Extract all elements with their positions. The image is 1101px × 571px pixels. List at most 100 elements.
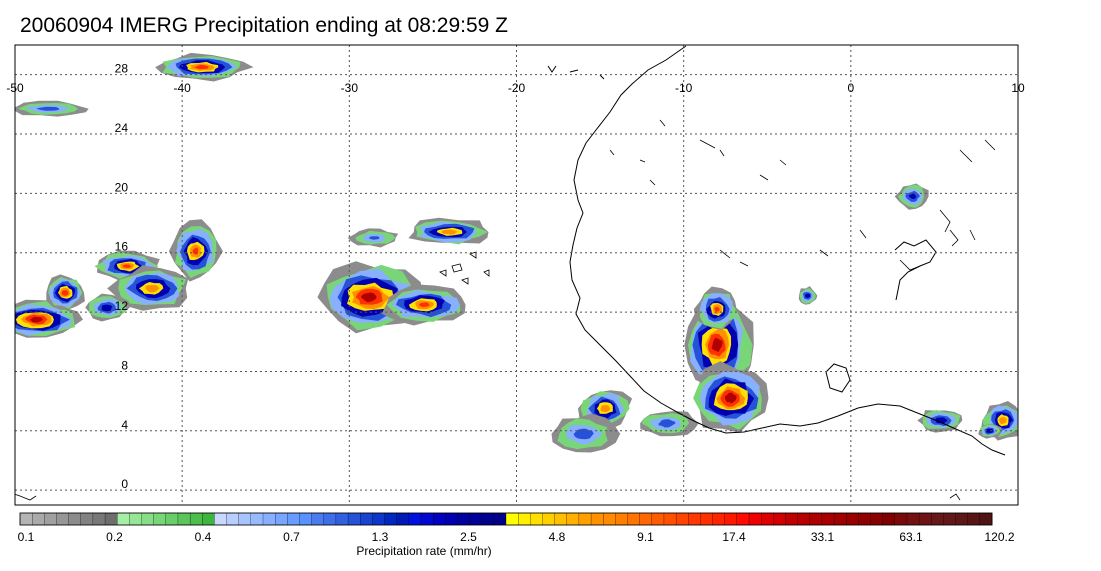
colorbar-cell xyxy=(311,512,325,526)
rain-rate-contour xyxy=(714,306,720,312)
lat-label: 12 xyxy=(115,299,129,313)
rain-rate-contour xyxy=(369,236,380,240)
latitude-labels: 28 24 20 16 12 8 4 0 xyxy=(115,62,129,491)
rain-rate-contour xyxy=(101,304,113,312)
colorbar-cell xyxy=(287,512,300,526)
west-africa-coastline xyxy=(569,45,1006,456)
colorbar-cell xyxy=(566,512,580,526)
colorbar-cell xyxy=(92,512,106,526)
rain-rate-contour xyxy=(360,292,377,303)
colorbar-cell xyxy=(858,512,871,526)
colorbar-cell xyxy=(906,512,920,526)
colorbar-cell xyxy=(833,512,847,526)
colorbar-cell xyxy=(141,512,155,526)
rain-rate-contour xyxy=(600,405,611,413)
river-outline xyxy=(894,239,937,301)
colorbar-cell xyxy=(505,512,519,526)
colorbar-cell xyxy=(882,512,896,526)
colorbar-cell xyxy=(153,512,167,526)
precipitation-cell xyxy=(155,52,254,82)
colorbar-cell xyxy=(469,512,483,526)
colorbar-cell xyxy=(894,512,908,526)
colorbar-cell xyxy=(396,512,410,526)
precipitation-cell xyxy=(408,217,489,245)
rain-rate-contour xyxy=(934,417,948,424)
colorbar-cell xyxy=(846,512,859,526)
lat-label: 4 xyxy=(121,418,128,432)
rain-rate-contour xyxy=(998,416,1007,425)
colorbar-cell xyxy=(360,512,373,526)
colorbar-cell xyxy=(32,512,45,526)
precipitation-cell xyxy=(798,286,818,305)
colorbar-cell xyxy=(19,512,33,526)
colorbar-cell xyxy=(761,512,774,526)
colorbar-cell xyxy=(955,512,969,526)
rain-rate-contour xyxy=(658,419,676,428)
colorbar-cell xyxy=(943,512,957,526)
colorbar-cell xyxy=(870,512,884,526)
colorbar-cell xyxy=(44,512,57,526)
colorbar-title: Precipitation rate (mm/hr) xyxy=(356,544,491,558)
colorbar-cell xyxy=(554,512,568,526)
colorbar-tick-label: 2.5 xyxy=(460,530,477,544)
colorbar-cell xyxy=(663,512,677,526)
colorbar-cell xyxy=(700,512,714,526)
colorbar-cell xyxy=(80,512,94,526)
colorbar-cell xyxy=(603,512,616,526)
colorbar-cell xyxy=(712,512,726,526)
map-title: 20060904 IMERG Precipitation ending at 0… xyxy=(20,14,508,37)
rain-rate-contour xyxy=(122,264,132,268)
colorbar-cell xyxy=(979,512,993,526)
colorbar-frame xyxy=(19,512,993,526)
colorbar-cell xyxy=(809,512,823,526)
coastline-north-segment xyxy=(547,65,605,80)
colorbar-cell xyxy=(189,512,203,526)
colorbar-cell xyxy=(384,512,398,526)
colorbar-cell xyxy=(432,512,446,526)
colorbar-cell xyxy=(785,512,799,526)
rain-rate-contour xyxy=(419,302,430,307)
colorbar-cell xyxy=(578,512,592,526)
colorbar-cell xyxy=(724,512,738,526)
colorbar-cell xyxy=(250,512,264,526)
precipitation-cell xyxy=(15,299,83,338)
map-frame xyxy=(14,44,1019,506)
colorbar-cell xyxy=(104,512,118,526)
rain-rate-contour xyxy=(805,293,810,299)
island-outlines xyxy=(15,251,961,501)
colorbar-cell xyxy=(177,512,191,526)
colorbar-cell xyxy=(68,512,82,526)
rain-rate-contour xyxy=(61,290,69,296)
lat-label: 20 xyxy=(115,180,129,194)
lon-label: -20 xyxy=(508,81,526,95)
colorbar-tick-label: 33.1 xyxy=(811,530,835,544)
rain-rate-contour xyxy=(909,193,917,200)
colorbar-cell xyxy=(238,512,252,526)
precipitation-cell xyxy=(381,284,466,326)
precipitation-cell xyxy=(693,361,769,433)
colorbar-tick-label: 120.2 xyxy=(984,530,1014,544)
longitude-labels: -50 -40 -30 -20 -10 0 10 xyxy=(6,81,1025,95)
colorbar-cell xyxy=(931,512,944,526)
rain-rate-contour xyxy=(36,106,60,111)
colorbar-cell xyxy=(590,512,604,526)
lon-label: -40 xyxy=(173,81,191,95)
colorbar-tick-label: 63.1 xyxy=(899,530,923,544)
precipitation-cell xyxy=(85,293,130,322)
colorbar-tick-label: 1.3 xyxy=(372,530,389,544)
precipitation-cell xyxy=(168,219,223,282)
colorbar-cell xyxy=(773,512,786,526)
colorbar-tick-label: 4.8 xyxy=(549,530,566,544)
rain-rate-contour xyxy=(724,392,737,404)
lon-label: -30 xyxy=(341,81,359,95)
rain-rate-contour xyxy=(985,428,993,433)
colorbar-cell xyxy=(408,512,422,526)
rain-rate-contour xyxy=(441,229,458,235)
colorbar-cell xyxy=(299,512,313,526)
colorbar-cell xyxy=(323,512,337,526)
colorbar-cell xyxy=(262,512,276,526)
colorbar-cell xyxy=(420,512,434,526)
colorbar-tick-label: 0.1 xyxy=(18,530,35,544)
rain-rate-contour xyxy=(145,285,160,293)
rain-rate-contour xyxy=(711,337,723,353)
